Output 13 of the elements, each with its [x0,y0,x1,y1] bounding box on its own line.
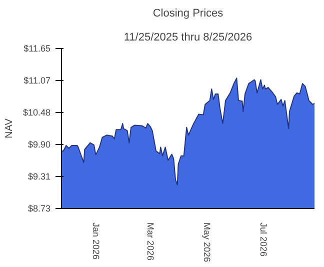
y-tick-label: $9.90 [28,139,51,150]
chart-subtitle: 11/25/2025 thru 8/25/2026 [124,32,252,44]
x-tick-label: Jan 2026 [90,222,101,260]
x-tick-label: Jul 2026 [258,222,269,257]
y-tick-label: $11.65 [24,44,50,54]
y-tick-label: $9.31 [28,172,51,182]
y-tick-label: $10.48 [22,108,51,118]
x-tick-label: Mar 2026 [145,222,156,261]
y-tick-label: $8.73 [28,204,51,214]
x-tick-label: May 2026 [202,222,212,262]
y-tick-label: $11.07 [24,75,50,86]
chart-title: Closing Prices [152,8,224,20]
y-axis-title: NAV [4,118,15,138]
